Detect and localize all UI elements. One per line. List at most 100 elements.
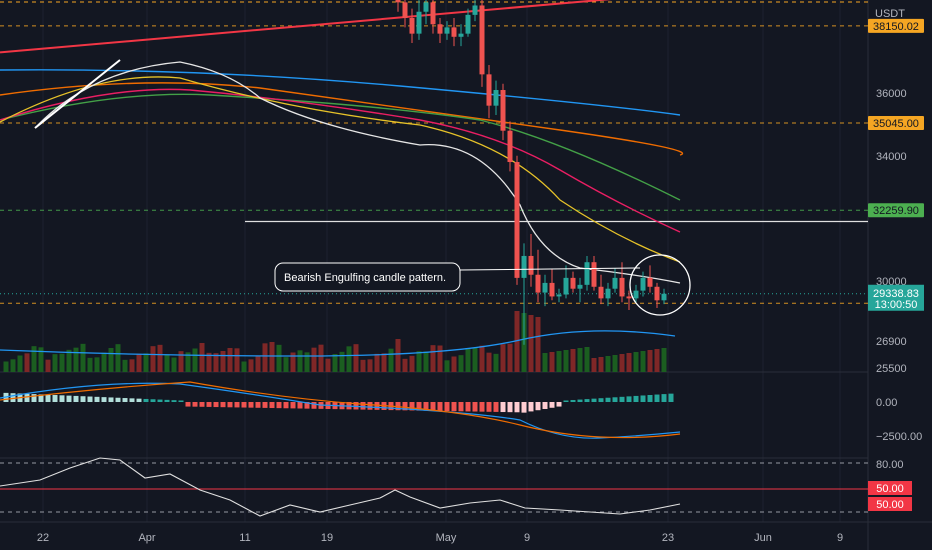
candle-body xyxy=(395,0,401,3)
macd-histogram-bar xyxy=(185,402,191,407)
callout-pointer xyxy=(459,267,641,271)
candle-body xyxy=(430,2,436,25)
candle-body xyxy=(577,284,583,289)
volume-bar xyxy=(507,343,513,372)
volume-bar xyxy=(598,357,604,372)
macd-histogram-bar xyxy=(129,398,135,402)
volume-bar xyxy=(108,348,114,372)
volume-bar xyxy=(465,348,471,372)
volume-bar xyxy=(143,353,149,372)
volume-bar xyxy=(171,357,177,372)
volume-bar xyxy=(206,352,212,372)
macd-histogram-bar xyxy=(395,402,401,411)
volume-bar xyxy=(626,353,632,372)
macd-histogram-bar xyxy=(213,402,219,408)
macd-histogram-bar xyxy=(409,402,415,411)
macd-histogram-bar xyxy=(360,402,366,410)
candle-body xyxy=(549,282,555,297)
macd-line xyxy=(0,382,681,439)
candle-body xyxy=(416,11,422,34)
volume-bar xyxy=(444,360,450,372)
price-tick: 36000 xyxy=(876,88,907,100)
macd-histogram-bar xyxy=(549,402,555,408)
candle-body xyxy=(514,162,520,278)
macd-histogram-bar xyxy=(598,398,604,402)
time-axis[interactable]: 22 Apr 11 19 May 9 23 Jun 9 xyxy=(37,532,843,544)
volume-bar xyxy=(150,346,156,372)
price-labels: 46131.2043160.9041493.1838150.0235045.00… xyxy=(868,18,924,311)
volume-bar xyxy=(122,359,128,372)
volume-bar xyxy=(269,342,275,372)
callout-box xyxy=(274,262,461,292)
macd-histogram-bar xyxy=(633,395,639,402)
macd-histogram-bar xyxy=(241,402,247,408)
volume-bar xyxy=(430,345,436,372)
volume-bar xyxy=(311,347,317,372)
volume-bars xyxy=(0,311,676,372)
macd-histogram-bar xyxy=(45,394,51,402)
macd-histogram-bar xyxy=(458,402,464,412)
volume-bar xyxy=(493,353,499,372)
volume-bar xyxy=(318,344,324,372)
volume-bar xyxy=(514,311,520,372)
volume-bar xyxy=(199,343,205,372)
macd-histogram-bar xyxy=(136,398,142,402)
macd-histogram-bar xyxy=(297,402,303,409)
macd-histogram-bar xyxy=(227,402,233,408)
candle-body xyxy=(451,27,457,37)
candle-body xyxy=(563,277,569,295)
candle-body xyxy=(486,74,492,106)
volume-bar xyxy=(367,359,373,372)
resistance-38150-label: 38150.02 xyxy=(873,21,919,33)
candle-body xyxy=(507,130,513,163)
macd-histogram-bar xyxy=(94,396,100,402)
volume-bar xyxy=(66,349,72,372)
signal-line xyxy=(0,381,681,439)
volume-bar xyxy=(346,346,352,372)
resistance-38150-label-bg xyxy=(868,18,924,33)
macd-histogram-bar xyxy=(451,402,457,412)
macd-histogram-bar xyxy=(640,395,646,402)
volume-bar xyxy=(619,354,625,372)
current-price-label-bg xyxy=(868,284,924,311)
volume-bar xyxy=(458,355,464,372)
macd-histogram-bar xyxy=(234,402,240,408)
rsi-level-bottom: 50.00 xyxy=(876,499,904,511)
macd-histogram-bar xyxy=(619,396,625,402)
candle-body xyxy=(500,90,506,131)
volume-bar xyxy=(94,357,100,372)
ema-pink xyxy=(0,88,681,233)
macd-pane: 0.00 −2500.00 xyxy=(0,381,922,443)
moving-averages xyxy=(0,59,684,284)
candle-body xyxy=(479,5,485,75)
volume-bar xyxy=(87,357,93,372)
volume-bar xyxy=(381,353,387,372)
time-label: 19 xyxy=(321,532,333,544)
macd-histogram-bar xyxy=(290,402,296,409)
volume-bar xyxy=(192,348,198,372)
macd-histogram-bar xyxy=(570,400,576,402)
callout-text: Bearish Engulfing candle pattern. xyxy=(284,272,446,284)
candle-body xyxy=(535,274,541,293)
macd-histogram-bar xyxy=(304,402,310,409)
rsi-level-top-bg xyxy=(868,481,912,495)
macd-histogram-bar xyxy=(164,399,170,402)
rsi-line xyxy=(0,457,681,517)
volume-bar xyxy=(451,356,457,372)
candle-body xyxy=(584,262,590,285)
volume-bar xyxy=(297,350,303,372)
macd-histogram-bar xyxy=(24,393,30,402)
macd-histogram-bar xyxy=(269,402,275,409)
time-label: 9 xyxy=(524,532,530,544)
candle-body xyxy=(591,262,597,287)
volume-bar xyxy=(332,354,338,372)
annotation[interactable]: Bearish Engulfing candle pattern. xyxy=(274,254,691,316)
macd-histogram-bar xyxy=(465,402,471,412)
volume-bar xyxy=(59,353,65,372)
macd-histogram-bar xyxy=(668,393,674,402)
volume-bar xyxy=(255,355,261,372)
volume-bar xyxy=(339,351,345,372)
volume-bar xyxy=(164,354,170,372)
